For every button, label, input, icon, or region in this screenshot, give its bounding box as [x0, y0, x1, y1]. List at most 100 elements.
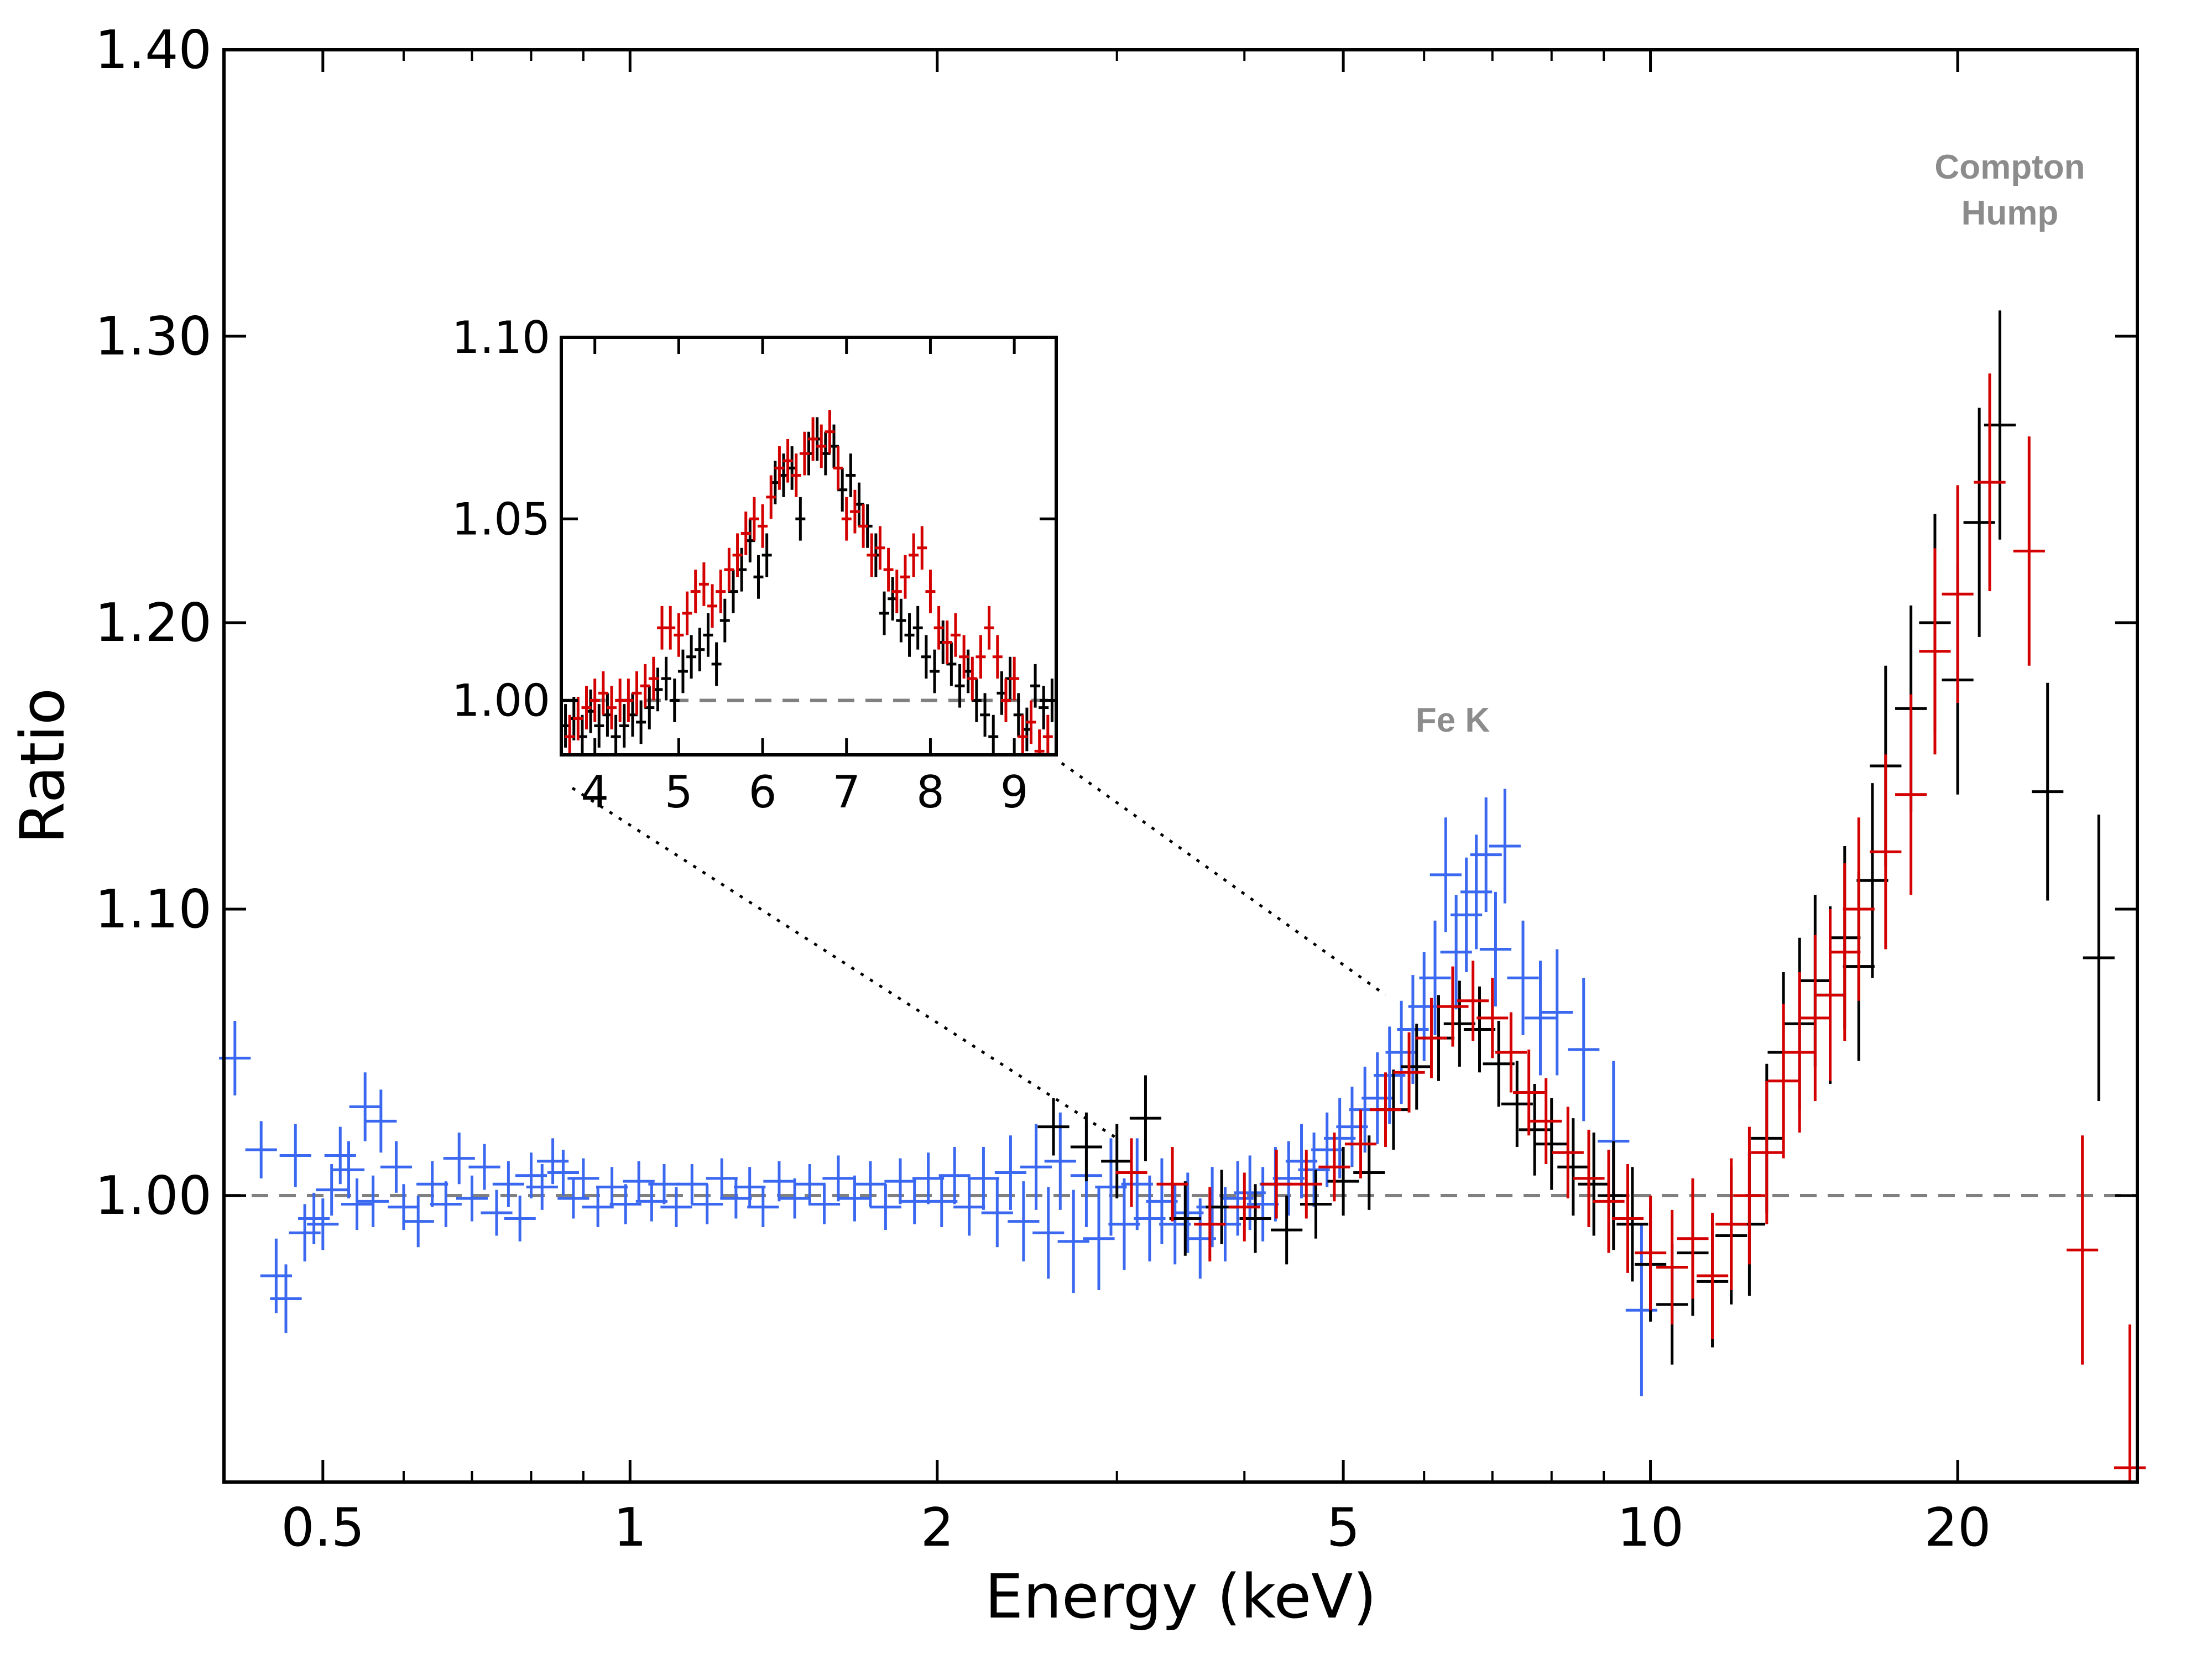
inset-x-tick-label: 7: [832, 766, 860, 818]
main-data-point: [1169, 1181, 1201, 1256]
inset-data-point: [833, 446, 843, 490]
inset-x-tick-label: 6: [749, 766, 777, 818]
main-data-point: [245, 1121, 277, 1178]
main-data-point: [1870, 754, 1902, 950]
annotation-hump: Hump: [1961, 194, 2059, 232]
main-data-point: [981, 1178, 1013, 1248]
main-data-point: [1156, 1146, 1188, 1222]
inset-data-point: [598, 671, 608, 715]
inset-data-point: [933, 606, 944, 650]
main-data-point: [1101, 1124, 1133, 1199]
main-series-3: [1115, 373, 2146, 1482]
main-data-point: [547, 1150, 580, 1196]
main-data-point: [1353, 1135, 1385, 1210]
main-data-point: [1677, 1178, 1709, 1299]
inset-data-point: [921, 635, 931, 679]
main-data-point: [912, 1152, 945, 1204]
inset-x-tick-label: 5: [665, 766, 693, 818]
inset-data-point: [573, 696, 583, 740]
main-data-point: [706, 1158, 738, 1199]
inset-series-2: [565, 410, 1053, 755]
main-data-point: [1524, 961, 1557, 1076]
inset-data-point: [732, 533, 743, 577]
inset-plot: 4 5 6 7 8 9 1.00 1.05 1.10: [452, 312, 1058, 818]
main-data-point: [1057, 1190, 1089, 1293]
main-data-point: [734, 1167, 766, 1207]
x-tick-label: 20: [1924, 1498, 1991, 1558]
main-data-point: [1037, 1098, 1070, 1156]
main-data-point: [1318, 1133, 1350, 1202]
main-data-point: [1843, 817, 1875, 1001]
main-data-point: [332, 1141, 365, 1199]
inset-y-tick-label: 1.00: [452, 675, 550, 727]
main-data-point: [2013, 436, 2045, 666]
main-data-point: [1489, 789, 1521, 904]
inset-data-point: [879, 591, 890, 635]
inset-data-point: [988, 714, 999, 755]
main-data-point: [676, 1164, 708, 1204]
inset-data-point: [942, 620, 952, 664]
main-plot: 0.5 1 2 5 10 20 1.00 1.10 1.20 1.30 1.40 Energy (k…: [7, 20, 2146, 1632]
main-data-point: [1344, 1109, 1377, 1178]
main-data-point: [1083, 1187, 1115, 1290]
inset-data-point: [959, 635, 969, 679]
inset-data-point: [753, 555, 764, 599]
main-data-point: [1298, 1133, 1330, 1207]
main-data-point: [1495, 1012, 1527, 1093]
inset-data-point: [581, 686, 592, 730]
main-data-point: [2114, 1324, 2146, 1482]
main-data-point: [1129, 1075, 1162, 1161]
main-data-point: [1327, 1146, 1359, 1216]
main-data-point: [504, 1196, 536, 1241]
main-data-point: [1598, 1141, 1630, 1250]
inset-data-point: [740, 512, 751, 555]
inset-data-point: [669, 679, 680, 722]
main-data-point: [1247, 1167, 1279, 1241]
main-data-point: [1070, 1112, 1103, 1182]
main-data-point: [1715, 1158, 1747, 1290]
inset-data-point: [632, 671, 642, 715]
main-plot-frame: [222, 48, 2139, 1484]
inset-data-point: [724, 547, 734, 592]
main-data-point: [648, 1164, 680, 1204]
main-data-point: [468, 1144, 500, 1190]
main-data-point: [747, 1187, 779, 1227]
inset-data-point: [799, 431, 810, 476]
main-data-point: [609, 1184, 641, 1224]
inset-data-point: [841, 497, 852, 541]
inset-data-point: [917, 526, 927, 570]
main-data-point: [596, 1167, 628, 1207]
inset-data-point: [1030, 664, 1041, 708]
inset-data-point: [909, 533, 919, 577]
main-data-point: [869, 1184, 901, 1230]
inset-data-point: [749, 497, 759, 541]
main-data-point: [1507, 920, 1539, 1035]
inset-data-point: [623, 679, 634, 722]
main-data-point: [660, 1187, 692, 1227]
inset-x-tick-label: 8: [916, 766, 945, 818]
main-data-point: [324, 1126, 356, 1185]
inset-y-tick-label: 1.05: [452, 493, 550, 545]
inset-data-point: [774, 446, 785, 490]
main-series-layer: [219, 310, 2146, 1482]
main-data-point: [1134, 1175, 1166, 1262]
y-tick-label: 1.10: [95, 879, 212, 940]
x-tick-label: 5: [1327, 1498, 1360, 1558]
inset-data-point: [607, 686, 617, 730]
inset-data-point: [1018, 714, 1028, 755]
inset-data-point: [661, 656, 671, 701]
inset-data-point: [695, 628, 705, 671]
annotation-compton: Compton: [1934, 148, 2085, 186]
inset-data-point: [896, 598, 906, 643]
inset-data-point: [891, 570, 902, 613]
main-data-point: [1228, 1172, 1260, 1241]
inset-data-point: [846, 453, 856, 497]
zoom-connector-left: [571, 786, 1118, 1140]
inset-data-point: [954, 664, 965, 708]
main-data-point: [365, 1089, 397, 1153]
inset-data-point: [1042, 714, 1053, 755]
inset-data-point: [761, 533, 772, 577]
inset-data-point: [825, 410, 835, 454]
zoom-connector-right: [1061, 761, 1386, 997]
main-data-point: [349, 1072, 381, 1141]
